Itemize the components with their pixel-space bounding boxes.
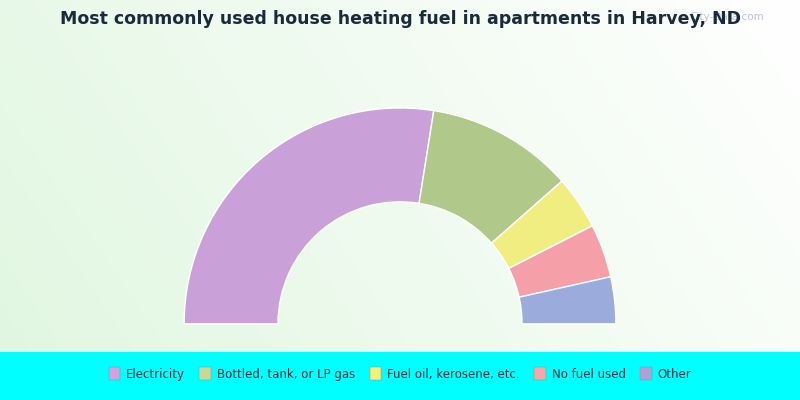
Legend: Electricity, Bottled, tank, or LP gas, Fuel oil, kerosene, etc., No fuel used, O: Electricity, Bottled, tank, or LP gas, F…	[104, 362, 696, 386]
Wedge shape	[509, 226, 610, 297]
Wedge shape	[491, 181, 592, 268]
Wedge shape	[419, 111, 562, 243]
Text: Most commonly used house heating fuel in apartments in Harvey, ND: Most commonly used house heating fuel in…	[59, 10, 741, 28]
Wedge shape	[519, 277, 616, 324]
Wedge shape	[184, 108, 434, 324]
Text: City-Data.com: City-Data.com	[689, 12, 764, 22]
